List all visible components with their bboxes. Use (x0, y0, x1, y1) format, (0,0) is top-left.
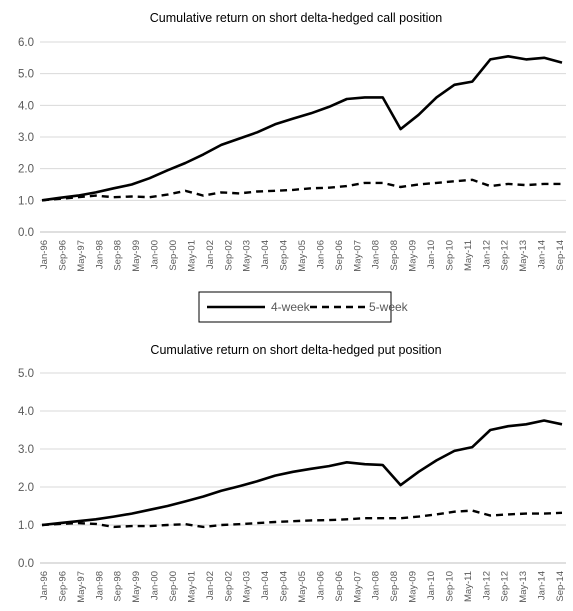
chart-title: Cumulative return on short delta-hedged … (150, 11, 443, 25)
x-tick-label: Sep-12 (500, 240, 511, 271)
x-tick-label: May-13 (518, 240, 529, 272)
series-line-4-week (41, 54, 563, 202)
x-tick-label: May-07 (352, 571, 363, 603)
x-tick-label: Sep-98 (113, 240, 124, 271)
call-position-chart: Cumulative return on short delta-hedged … (18, 11, 566, 272)
y-tick-label: 5.0 (18, 69, 34, 81)
x-tick-label: Jan-12 (481, 240, 492, 269)
x-tick-label: May-09 (408, 571, 419, 603)
x-tick-label: Jan-14 (537, 240, 548, 269)
x-tick-label: Sep-06 (334, 571, 345, 602)
series-line-5-week (41, 509, 563, 529)
y-tick-label: 2.0 (18, 164, 34, 176)
x-tick-label: Sep-06 (334, 240, 345, 271)
x-tick-label: May-05 (297, 571, 308, 603)
y-tick-label: 1.0 (18, 195, 34, 207)
y-tick-label: 0.0 (18, 227, 34, 239)
legend-label-5-week: 5-week (369, 300, 409, 314)
x-tick-label: Sep-10 (444, 571, 455, 602)
x-tick-label: May-09 (408, 240, 419, 272)
x-tick-label: Sep-14 (555, 240, 566, 271)
x-tick-label: Jan-04 (260, 240, 271, 269)
y-tick-label: 4.0 (18, 406, 34, 418)
y-tick-label: 0.0 (18, 558, 34, 570)
x-tick-label: May-99 (131, 240, 142, 272)
x-tick-label: Jan-00 (150, 240, 161, 269)
x-tick-label: Sep-02 (223, 571, 234, 602)
x-tick-label: May-03 (242, 240, 253, 272)
x-tick-label: Sep-04 (279, 240, 290, 271)
y-tick-label: 1.0 (18, 520, 34, 532)
x-tick-label: Sep-00 (168, 240, 179, 271)
x-tick-label: Jan-02 (205, 571, 216, 600)
x-tick-label: Jan-96 (39, 571, 50, 600)
x-tick-label: May-99 (131, 571, 142, 603)
x-tick-label: Jan-08 (371, 571, 382, 600)
x-tick-label: May-01 (186, 240, 197, 272)
y-tick-label: 4.0 (18, 100, 34, 112)
x-tick-label: Jan-10 (426, 571, 437, 600)
x-tick-label: Sep-08 (389, 571, 400, 602)
y-tick-label: 3.0 (18, 444, 34, 456)
series-line-5-week (41, 178, 562, 202)
x-tick-label: Jan-98 (94, 240, 105, 269)
x-tick-label: Sep-10 (444, 240, 455, 271)
x-tick-label: Jan-10 (426, 240, 437, 269)
series-line-4-week (41, 419, 563, 527)
x-tick-label: Jan-02 (205, 240, 216, 269)
x-tick-label: Jan-12 (481, 571, 492, 600)
x-tick-label: May-97 (76, 240, 87, 272)
x-tick-label: Jan-98 (94, 571, 105, 600)
x-tick-label: Jan-08 (371, 240, 382, 269)
x-tick-label: Sep-00 (168, 571, 179, 602)
x-tick-label: Sep-98 (113, 571, 124, 602)
x-tick-label: Sep-96 (57, 571, 68, 602)
y-tick-label: 6.0 (18, 37, 34, 49)
x-tick-label: May-97 (76, 571, 87, 603)
x-tick-label: May-05 (297, 240, 308, 272)
x-tick-label: May-01 (186, 571, 197, 603)
x-tick-label: May-11 (463, 240, 474, 271)
x-tick-label: Sep-96 (57, 240, 68, 271)
x-tick-label: Sep-14 (555, 571, 566, 602)
x-tick-label: Sep-04 (279, 571, 290, 602)
x-tick-label: May-11 (463, 571, 474, 602)
put-position-chart: Cumulative return on short delta-hedged … (18, 343, 566, 603)
x-tick-label: May-13 (518, 571, 529, 603)
x-tick-label: Sep-02 (223, 240, 234, 271)
x-tick-label: Jan-96 (39, 240, 50, 269)
x-tick-label: Jan-14 (537, 571, 548, 600)
y-tick-label: 2.0 (18, 482, 34, 494)
x-tick-label: Jan-06 (315, 240, 326, 269)
x-tick-label: Jan-00 (150, 571, 161, 600)
chart-title: Cumulative return on short delta-hedged … (150, 343, 441, 357)
legend: 4-week 5-week (198, 291, 409, 323)
x-tick-label: Sep-12 (500, 571, 511, 602)
x-tick-label: Sep-08 (389, 240, 400, 271)
x-tick-label: Jan-06 (315, 571, 326, 600)
x-tick-label: May-07 (352, 240, 363, 272)
x-tick-label: May-03 (242, 571, 253, 603)
legend-label-4-week: 4-week (271, 300, 311, 314)
x-tick-label: Jan-04 (260, 571, 271, 600)
y-tick-label: 5.0 (18, 368, 34, 380)
y-tick-label: 3.0 (18, 132, 34, 144)
